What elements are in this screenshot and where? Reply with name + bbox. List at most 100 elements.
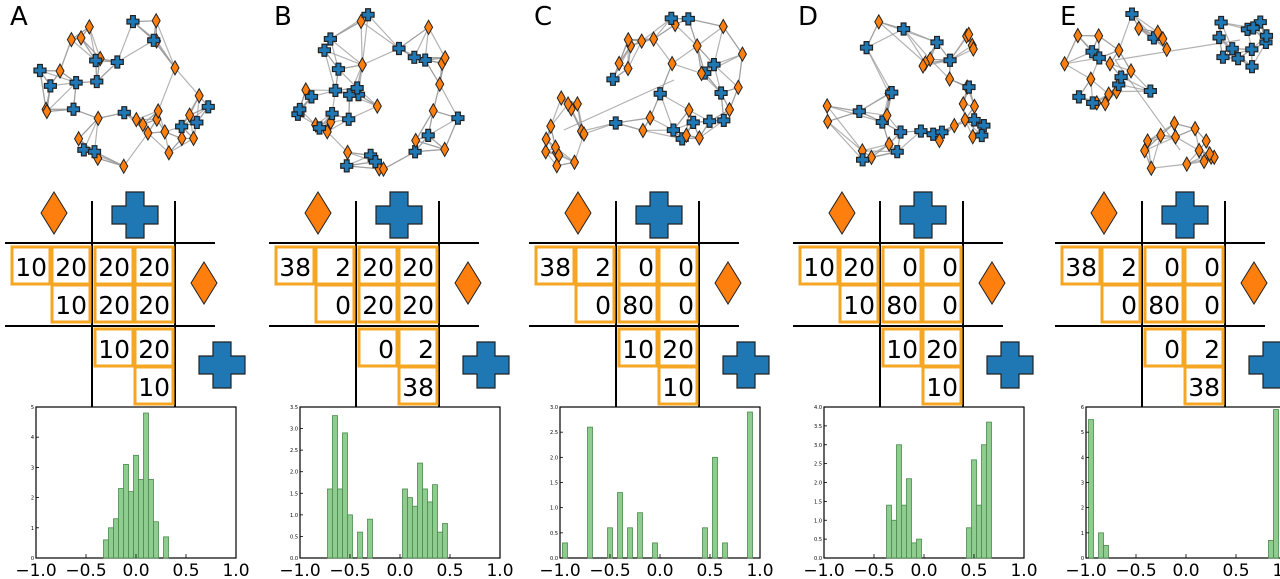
orange-diamond-node [177,130,187,147]
orange-diamond-node [733,79,743,96]
x-tick-label: −1.0 [539,561,580,579]
orange-diamond-node [645,109,655,126]
y-tick-label: 0.5 [290,534,298,540]
blue-cross-node [606,72,620,86]
matrix-cell-value: 0 [1164,253,1180,282]
blue-cross-node [1125,7,1139,21]
matrix-cell-value: 20 [138,335,170,364]
y-tick-label: 2.0 [290,470,298,476]
histogram: 0.0 0.5 1.0 1.5 2.0 2.5 3.0 −1.0 −0.5 0.0 0.5 1.0 [539,405,773,579]
orange-diamond-node [550,139,561,156]
histogram-bar [163,536,169,559]
matrix-cell: 2 [397,327,439,368]
blue-cross-node [418,53,432,67]
matrix-cell-value: 0 [902,253,918,282]
matrix-cell-value: 20 [926,335,958,364]
blue-cross-node [714,86,728,100]
network-edge [550,103,569,127]
orange-diamond-node [42,103,52,120]
network-edge [1151,163,1187,169]
histogram-bar [1103,545,1109,559]
y-tick-label: 1.0 [550,506,558,512]
matrix-cell-value: 0 [942,291,958,320]
orange-diamond-node [84,18,94,35]
blue-cross-node [340,159,354,173]
histogram: 0.0 0.5 1.0 1.5 2.0 2.5 3.0 3.5 4.0 −1.0 −0.5 0.0 0.… [803,405,1037,579]
matrix-cell-value: 0 [1164,335,1180,364]
blue-cross-icon [986,341,1034,389]
orange-diamond-node [681,127,691,144]
matrix-cell: 20 [921,327,963,368]
y-tick-label: 2.0 [550,455,558,461]
orange-diamond-node [1073,27,1083,44]
orange-diamond-node [569,154,580,171]
x-tick-label: 1.0 [746,561,773,579]
blue-cross-node [368,155,382,169]
matrix-cell-value: 10 [886,335,918,364]
interaction-matrix: 38 200 080 00 238 [1055,191,1280,411]
blue-cross-node [702,114,717,128]
matrix-cell: 10 [10,245,52,286]
orange-diamond-node [563,96,573,113]
network-edge [722,26,743,55]
y-tick-label: 2.5 [550,430,558,436]
histogram-bar [123,463,129,559]
panel-d: D 10 20 10 0 0 80 0 10 20 10 0.0 0.5 1.0 1.5 2.0 2.5 3.0 3… [788,0,1044,579]
network-edge [59,39,72,72]
matrix-cell: 10 [881,327,923,368]
blue-cross-node [1259,29,1274,43]
network-edge [903,28,926,64]
orange-diamond-icon [1240,261,1268,305]
histogram-bar [712,456,718,559]
x-tick-label: 0.0 [386,561,413,579]
histogram-bar [427,501,433,559]
x-tick-label: 0.0 [1172,561,1199,579]
matrix-lines [5,201,215,411]
network-edge [132,21,155,41]
blue-cross-node [69,76,83,90]
orange-diamond-node [1153,24,1163,41]
blue-cross-node [707,58,721,72]
blue-cross-node [190,115,204,130]
matrix-cell: 0 [617,245,659,286]
matrix-cell: 2 [1183,327,1225,368]
network-edge [323,50,336,91]
histogram-bar [442,523,448,559]
orange-diamond-node [440,141,450,158]
matrix-cell-value: 10 [803,253,835,282]
orange-diamond-node [1104,86,1114,103]
orange-diamond-node [874,13,884,30]
blue-cross-node [686,115,700,130]
network-edges [297,14,459,170]
histogram-bar [891,519,897,559]
orange-diamond-node [131,111,141,128]
blue-cross-node [421,128,435,142]
x-tick-label: 0.5 [696,561,723,579]
matrix-cell: 10 [617,327,659,368]
histogram-bar [976,504,982,559]
blue-cross-node [325,106,339,121]
orange-diamond-node [1158,30,1168,47]
blue-cross-node [914,124,928,138]
orange-diamond-node [66,31,76,48]
blue-cross-node [1246,21,1260,35]
matrix-cell: 0 [1143,245,1185,286]
orange-diamond-icon [978,261,1006,305]
histogram-bar [886,504,892,559]
x-tick-label: −0.5 [589,561,630,579]
orange-diamond-node [194,87,204,104]
orange-diamond-node [1182,156,1192,173]
blue-cross-node [930,35,944,50]
y-tick-label: 0 [1081,556,1084,562]
network-edge [1130,70,1151,92]
matrix-cell: 0 [314,283,356,324]
y-tick-label: 4.0 [814,405,822,411]
matrix-cell: 38 [1183,365,1225,406]
network-edge [361,14,369,65]
orange-diamond-node [164,144,174,161]
network-edge [155,20,176,69]
blue-cross-node [962,80,976,94]
blue-cross-node [859,41,874,55]
orange-diamond-node [724,101,735,118]
matrix-cell: 20 [357,283,399,324]
